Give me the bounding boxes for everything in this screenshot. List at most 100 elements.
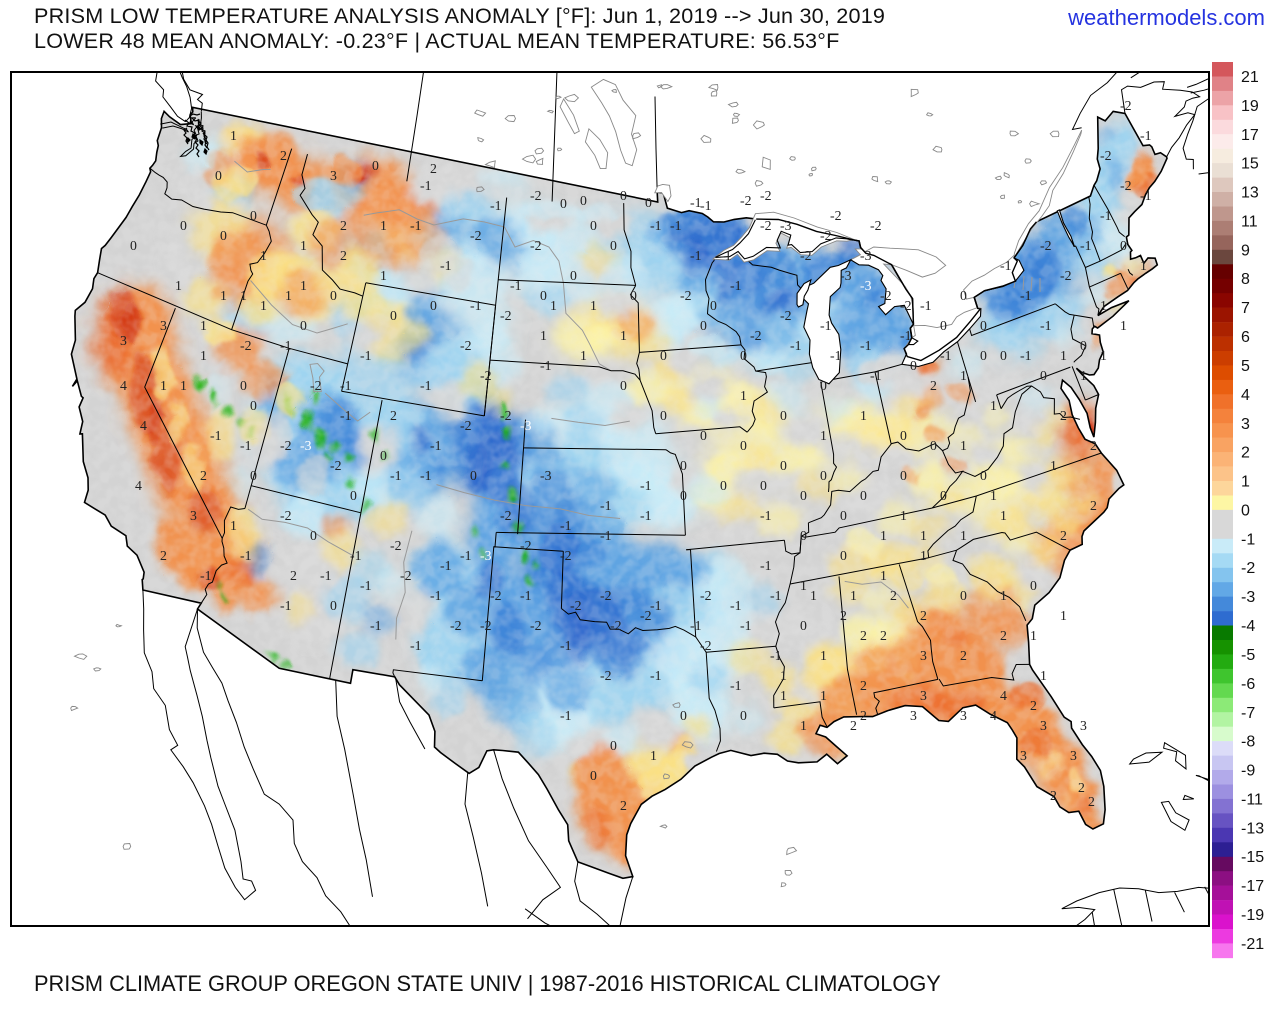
svg-text:1: 1 [200, 348, 207, 363]
svg-text:-1: -1 [830, 348, 842, 363]
svg-text:0: 0 [645, 195, 652, 210]
svg-text:1: 1 [380, 218, 387, 233]
svg-text:-2: -2 [390, 538, 402, 553]
svg-text:1: 1 [740, 388, 747, 403]
svg-text:1: 1 [800, 718, 807, 733]
svg-text:0: 0 [300, 318, 307, 333]
svg-text:-2: -2 [490, 588, 502, 603]
svg-text:1: 1 [810, 588, 817, 603]
svg-text:-1: -1 [690, 248, 702, 263]
svg-text:2: 2 [1090, 498, 1097, 513]
svg-text:0: 0 [1000, 348, 1007, 363]
svg-text:-2: -2 [700, 638, 712, 653]
svg-text:-1: -1 [740, 618, 752, 633]
svg-text:-1: -1 [210, 428, 222, 443]
svg-text:17: 17 [1241, 127, 1259, 144]
svg-text:-2: -2 [520, 538, 532, 553]
svg-text:1: 1 [540, 328, 547, 343]
svg-text:1: 1 [1100, 298, 1107, 313]
svg-text:1: 1 [1030, 628, 1037, 643]
svg-text:0: 0 [630, 288, 637, 303]
svg-text:-1: -1 [770, 588, 782, 603]
svg-text:1: 1 [880, 568, 887, 583]
svg-text:0: 0 [380, 448, 387, 463]
svg-text:1: 1 [1080, 368, 1087, 383]
svg-text:-1: -1 [560, 518, 572, 533]
svg-text:-2: -2 [830, 208, 842, 223]
svg-text:-2: -2 [1120, 178, 1132, 193]
svg-text:0: 0 [680, 708, 687, 723]
svg-text:-3: -3 [840, 268, 852, 283]
svg-text:4: 4 [120, 378, 127, 393]
svg-text:2: 2 [1241, 445, 1250, 462]
svg-text:0: 0 [540, 288, 547, 303]
svg-text:1: 1 [1060, 608, 1067, 623]
svg-text:-1: -1 [510, 278, 522, 293]
svg-text:1: 1 [380, 268, 387, 283]
svg-text:2: 2 [430, 161, 437, 176]
svg-text:-1: -1 [640, 508, 652, 523]
svg-text:0: 0 [980, 468, 987, 483]
svg-text:-8: -8 [1241, 734, 1255, 751]
svg-text:0: 0 [800, 528, 807, 543]
svg-text:0: 0 [680, 488, 687, 503]
svg-text:-3: -3 [300, 438, 312, 453]
svg-text:-2: -2 [760, 218, 772, 233]
svg-text:3: 3 [1241, 416, 1250, 433]
svg-text:0: 0 [740, 438, 747, 453]
svg-text:-2: -2 [1120, 98, 1132, 113]
svg-text:1: 1 [860, 408, 867, 423]
svg-text:-1: -1 [1020, 288, 1032, 303]
svg-text:-2: -2 [310, 378, 322, 393]
svg-text:1: 1 [285, 288, 292, 303]
svg-text:1: 1 [1050, 458, 1057, 473]
svg-text:21: 21 [1241, 69, 1259, 86]
svg-text:-2: -2 [880, 288, 892, 303]
svg-text:0: 0 [840, 508, 847, 523]
svg-text:11: 11 [1241, 213, 1258, 230]
svg-text:-2: -2 [480, 368, 492, 383]
svg-text:1: 1 [300, 238, 307, 253]
svg-text:-1: -1 [280, 598, 292, 613]
svg-text:2: 2 [850, 718, 857, 733]
svg-text:0: 0 [800, 488, 807, 503]
svg-text:-1: -1 [1140, 188, 1152, 203]
svg-text:1: 1 [1060, 348, 1067, 363]
svg-text:-1: -1 [600, 528, 612, 543]
svg-text:2: 2 [1090, 438, 1097, 453]
svg-text:1: 1 [800, 578, 807, 593]
svg-text:-1: -1 [460, 548, 472, 563]
svg-text:1: 1 [200, 318, 207, 333]
svg-text:0: 0 [700, 318, 707, 333]
svg-text:1: 1 [920, 548, 927, 563]
svg-text:-1: -1 [560, 638, 572, 653]
svg-text:-1: -1 [420, 378, 432, 393]
svg-text:0: 0 [180, 218, 187, 233]
svg-text:-1: -1 [360, 578, 372, 593]
svg-text:-3: -3 [480, 548, 492, 563]
svg-text:-1: -1 [340, 378, 352, 393]
svg-text:0: 0 [560, 196, 567, 211]
svg-text:-1: -1 [420, 468, 432, 483]
svg-text:0: 0 [940, 318, 947, 333]
svg-text:-2: -2 [870, 218, 882, 233]
svg-text:-2: -2 [530, 238, 542, 253]
svg-text:1: 1 [1000, 508, 1007, 523]
svg-text:4: 4 [990, 708, 997, 723]
svg-text:0: 0 [660, 348, 667, 363]
svg-text:0: 0 [330, 598, 337, 613]
svg-text:1: 1 [220, 288, 227, 303]
svg-text:0: 0 [680, 458, 687, 473]
svg-text:0: 0 [1241, 503, 1250, 520]
svg-text:1: 1 [240, 288, 247, 303]
svg-text:2: 2 [960, 648, 967, 663]
svg-text:0: 0 [330, 288, 337, 303]
svg-text:0: 0 [980, 318, 987, 333]
svg-text:1: 1 [1120, 318, 1127, 333]
svg-text:2: 2 [1050, 788, 1057, 803]
svg-text:1: 1 [960, 528, 967, 543]
svg-text:-1: -1 [1241, 531, 1255, 548]
svg-text:0: 0 [960, 288, 967, 303]
svg-text:-3: -3 [780, 218, 792, 233]
svg-text:19: 19 [1241, 98, 1259, 115]
